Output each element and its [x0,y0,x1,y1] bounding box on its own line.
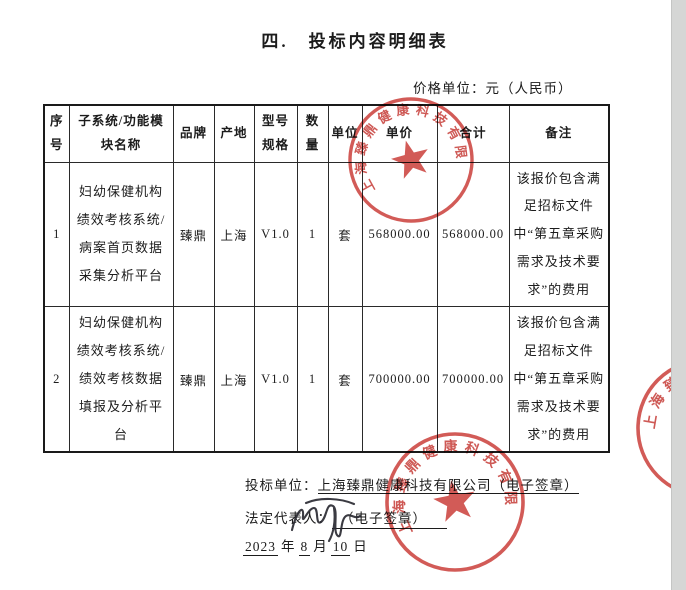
cell-brand: 臻鼎 [172,306,215,453]
table-row: 2 妇幼保健机构绩效考核系统/绩效考核数据填报及分析平台 臻鼎 上海 V1.0 … [43,306,610,453]
legal-rep-label: 法定代表人： [245,511,332,526]
legal-rep-value: （电子签章） [332,507,447,529]
table-row: 1 妇幼保健机构绩效考核系统/病案首页数据采集分析平台 臻鼎 上海 V1.0 1… [43,161,610,308]
cell-module-name: 妇幼保健机构绩效考核系统/病案首页数据采集分析平台 [68,161,174,308]
cell-total: 568000.00 [436,161,510,308]
date-day-unit: 日 [353,539,368,554]
header-remark: 备注 [508,104,610,163]
cell-model: V1.0 [253,306,298,453]
cell-remark: 该报价包含满足招标文件中“第五章采购需求及技术要求”的费用 [508,161,610,308]
header-qty: 数量 [296,104,329,163]
legal-rep-line: 法定代表人： （电子签章） [245,507,447,529]
bidder-label: 投标单位： [245,478,318,493]
cell-module-name: 妇幼保健机构绩效考核系统/绩效考核数据填报及分析平台 [68,306,174,453]
header-origin: 产地 [213,104,255,163]
seal-star-icon [391,140,428,179]
company-seal-stamp: 上海臻鼎健康科技有限公司 [339,88,474,223]
company-seal-stamp: 上海臻鼎健康科技有限公司 [380,427,525,572]
cell-qty: 1 [296,161,329,308]
seal-star-icon [433,480,475,522]
scan-edge-strip [671,0,686,590]
price-unit-note: 价格单位：元（人民币） [413,81,573,96]
header-module-name: 子系统/功能模块名称 [68,104,174,163]
cell-seq: 2 [43,306,70,453]
table-header-row: 序号 子系统/功能模块名称 品牌 产地 型号规格 数量 单位 单价 合计 备注 [43,104,610,163]
date-month: 8 [298,539,311,556]
date-year-unit: 年 [281,539,296,554]
cell-seq: 1 [43,161,70,308]
bidder-line: 投标单位：上海臻鼎健康科技有限公司（电子签章） [245,474,579,494]
cell-model: V1.0 [253,161,298,308]
date-month-unit: 月 [313,539,328,554]
page-title: 四. 投标内容明细表 [261,32,449,51]
bidder-value: 上海臻鼎健康科技有限公司（电子签章） [317,478,579,494]
cell-total: 700000.00 [436,306,510,453]
date-year: 2023 [243,539,278,556]
header-seq: 序号 [43,104,70,163]
cell-origin: 上海 [213,161,255,308]
cell-origin: 上海 [213,306,255,453]
cell-remark: 该报价包含满足招标文件中“第五章采购需求及技术要求”的费用 [508,306,610,453]
legal-rep-signature [290,497,362,542]
date-day: 10 [330,539,351,556]
header-brand: 品牌 [172,104,215,163]
cell-unit: 套 [327,306,363,453]
cell-qty: 1 [296,306,329,453]
header-model: 型号规格 [253,104,298,163]
date-line: 2023 年 8 月 10 日 [243,535,371,556]
bid-items-table: 序号 子系统/功能模块名称 品牌 产地 型号规格 数量 单位 单价 合计 备注 … [43,104,610,453]
cell-brand: 臻鼎 [172,161,215,308]
